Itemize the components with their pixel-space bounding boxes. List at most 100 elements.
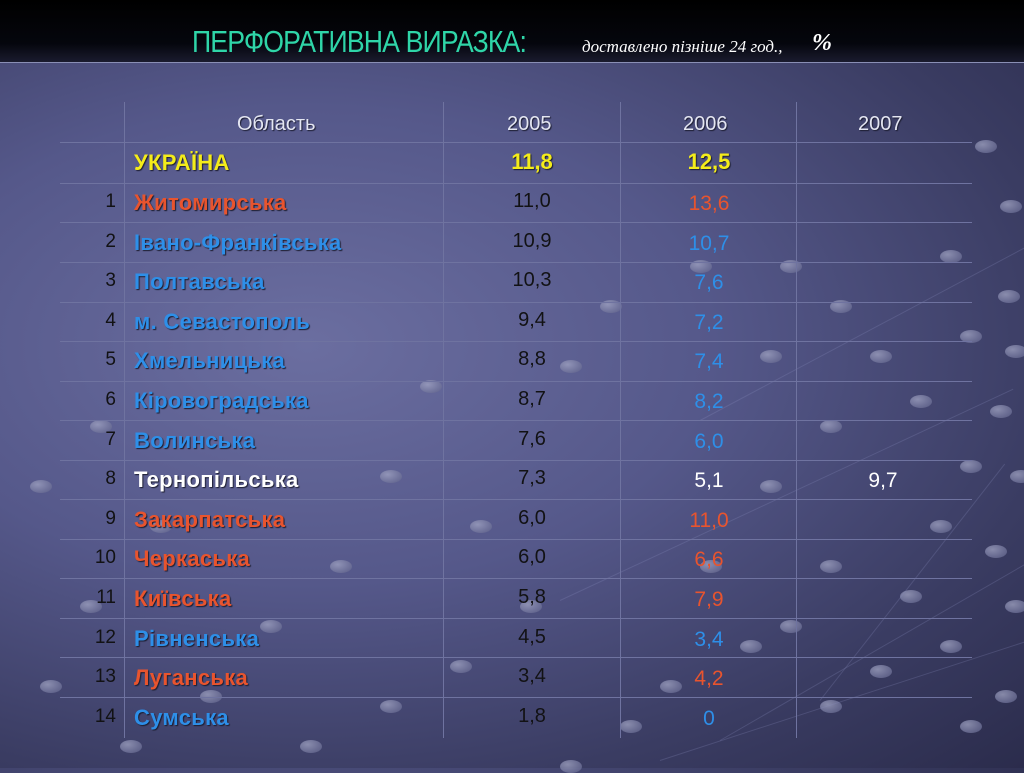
region-name: Сумська [134, 704, 229, 730]
grid-row-line [60, 262, 972, 263]
unit-label: % [812, 30, 832, 56]
value-2006: 11,0 [689, 508, 729, 532]
value-2005: 8,8 [518, 348, 546, 371]
value-2006: 7,6 [694, 271, 724, 295]
grid-row-line [60, 578, 972, 579]
region-name: Кіровоградська [134, 388, 309, 413]
grid-row-line [60, 142, 972, 143]
region-name: Рівненська [134, 625, 260, 651]
decorative-dot [260, 620, 282, 633]
decorative-dot [760, 350, 782, 363]
region-name: Київська [134, 586, 232, 611]
row-number: 6 [105, 389, 116, 410]
grid-row-line [60, 697, 972, 698]
decorative-dot [420, 380, 442, 393]
decorative-dot [620, 720, 642, 733]
decorative-dot [820, 420, 842, 433]
value-2006: 8,2 [694, 390, 724, 413]
total-2006: 12,5 [687, 149, 731, 174]
value-2006: 4,2 [694, 667, 724, 691]
decorative-dot [1005, 345, 1024, 358]
decorative-dot [870, 350, 892, 363]
total-2005: 11,8 [511, 149, 553, 174]
decorative-dot [520, 600, 542, 613]
value-2007: 9,7 [868, 469, 898, 493]
row-number: 3 [105, 270, 116, 292]
header-region: Область [237, 113, 316, 135]
value-2006: 10,7 [688, 231, 730, 255]
value-2006: 3,4 [694, 627, 724, 651]
total-name: УКРАЇНА [134, 150, 230, 175]
grid-row-line [60, 499, 972, 500]
decorative-dot [700, 560, 722, 573]
page-title: ПЕРФОРАТИВНА ВИРАЗКА: [192, 24, 527, 59]
value-2005: 4,5 [518, 625, 546, 648]
value-2006: 5,1 [694, 469, 724, 493]
decorative-dot [960, 460, 982, 473]
row-number: 9 [105, 507, 116, 529]
decorative-dot [380, 470, 402, 483]
value-2005: 7,6 [518, 427, 546, 450]
decorative-dot [998, 290, 1020, 303]
decorative-dot [985, 545, 1007, 558]
decorative-dot [470, 520, 492, 533]
grid-row-line [60, 618, 972, 619]
decorative-dot [870, 665, 892, 678]
value-2005: 11,0 [513, 190, 551, 212]
header-2007: 2007 [858, 113, 903, 135]
grid-row-line [60, 341, 972, 342]
value-2005: 9,4 [518, 308, 546, 331]
row-number: 7 [105, 428, 116, 450]
decorative-dot [930, 520, 952, 533]
decorative-dot [300, 740, 322, 753]
value-2006: 6,6 [694, 548, 724, 572]
decorative-dot [995, 690, 1017, 703]
region-name: Волинська [134, 427, 256, 453]
row-number: 8 [105, 468, 116, 490]
decorative-dot [990, 405, 1012, 418]
page-subtitle: доставлено пізніше 24 год., [582, 37, 783, 56]
decorative-dot [820, 560, 842, 573]
decorative-dot [560, 760, 582, 773]
grid-row-line [60, 183, 972, 184]
decorative-dot [1010, 470, 1024, 483]
region-name: м. Севастополь [134, 308, 311, 334]
region-name: Полтавська [134, 269, 265, 295]
value-2005: 6,0 [518, 506, 546, 529]
value-2006: 7,4 [694, 350, 724, 374]
decorative-dot [90, 420, 112, 433]
region-name: Луганська [134, 665, 249, 691]
decorative-dot [830, 300, 852, 313]
title-bar: ПЕРФОРАТИВНА ВИРАЗКА: доставлено пізніше… [0, 0, 1024, 63]
decorative-dot [330, 560, 352, 573]
decorative-dot [150, 520, 172, 533]
region-name: Тернопільська [134, 467, 299, 493]
value-2006: 0 [703, 706, 715, 730]
row-number: 11 [96, 587, 116, 608]
decorative-dot [380, 700, 402, 713]
row-number: 5 [105, 349, 116, 371]
grid-row-line [60, 381, 972, 382]
row-number: 2 [105, 230, 116, 252]
grid-row-line [60, 222, 972, 223]
value-2005: 8,7 [518, 388, 546, 410]
value-2005: 1,8 [518, 704, 546, 727]
region-name: Закарпатська [134, 506, 286, 532]
decorative-dot [940, 250, 962, 263]
region-name: Черкаська [134, 546, 251, 572]
value-2006: 7,9 [694, 588, 724, 611]
decorative-dot [910, 395, 932, 408]
decorative-dot [940, 640, 962, 653]
decorative-dot [450, 660, 472, 673]
decorative-dot [660, 680, 682, 693]
value-2005: 7,3 [518, 467, 546, 490]
row-number: 1 [105, 191, 116, 212]
decorative-dot [200, 690, 222, 703]
grid-row-line [60, 657, 972, 658]
decorative-dot [40, 680, 62, 693]
decorative-dot [900, 590, 922, 603]
row-number: 14 [94, 705, 116, 727]
decorative-dot [740, 640, 762, 653]
value-2005: 10,3 [512, 269, 552, 292]
value-2005: 6,0 [518, 546, 546, 569]
